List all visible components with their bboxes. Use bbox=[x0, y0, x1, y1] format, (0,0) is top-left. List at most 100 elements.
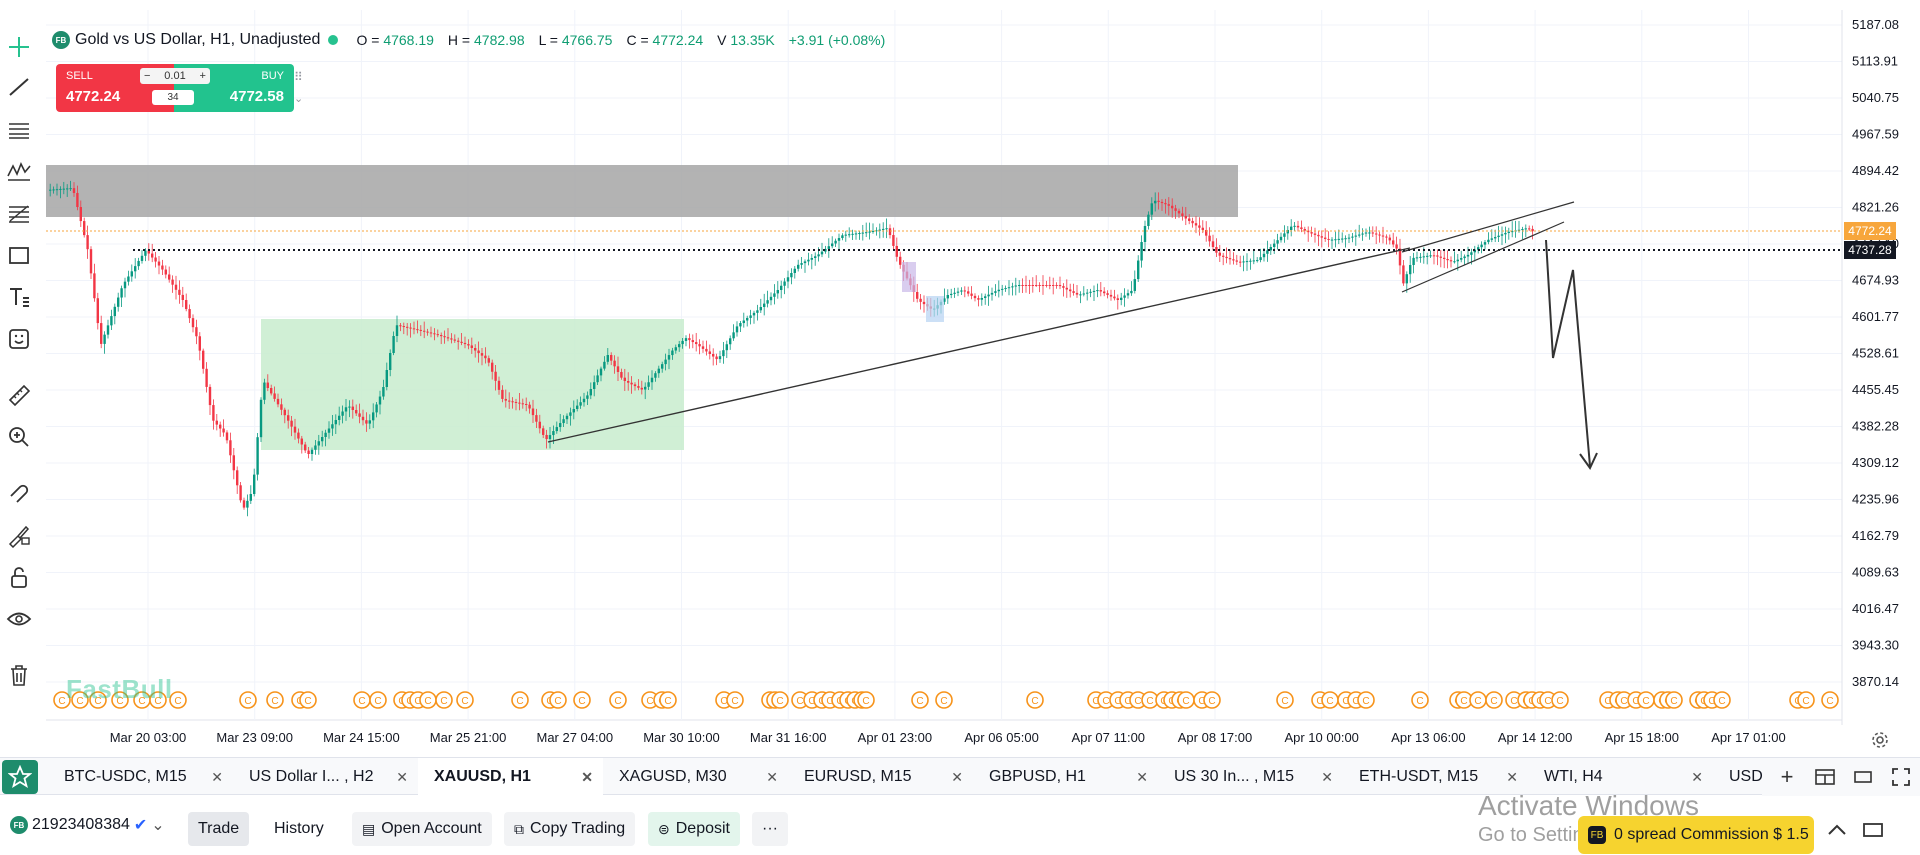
event-marker-icon[interactable] bbox=[1821, 691, 1839, 709]
crosshair-icon[interactable] bbox=[4, 32, 34, 62]
open-account-button[interactable]: ▤ Open Account bbox=[352, 812, 492, 846]
close-icon[interactable]: ✕ bbox=[211, 768, 223, 785]
event-marker-icon[interactable] bbox=[1026, 691, 1044, 709]
event-marker-icon[interactable] bbox=[911, 691, 929, 709]
trash-icon[interactable] bbox=[4, 660, 34, 690]
trendline[interactable] bbox=[547, 247, 1411, 443]
close-icon[interactable]: ✕ bbox=[1321, 768, 1333, 785]
chevron-up-icon[interactable] bbox=[1826, 822, 1848, 843]
favorites-star-icon[interactable] bbox=[2, 760, 38, 794]
magnet-icon[interactable] bbox=[4, 478, 34, 508]
close-icon[interactable]: ✕ bbox=[1506, 768, 1518, 785]
quantity-value[interactable]: 0.01 bbox=[164, 70, 186, 82]
projection-path[interactable] bbox=[1545, 239, 1591, 467]
event-marker-icon[interactable] bbox=[609, 691, 627, 709]
event-marker-icon[interactable] bbox=[71, 691, 89, 709]
tab-wti[interactable]: WTI, H4 ✕ bbox=[1544, 768, 1703, 785]
event-marker-icon[interactable] bbox=[857, 691, 875, 709]
event-marker-icon[interactable] bbox=[299, 691, 317, 709]
event-marker-icon[interactable] bbox=[169, 691, 187, 709]
chevron-down-icon[interactable]: ⌄ bbox=[294, 93, 304, 105]
price-tick-label: 4309.12 bbox=[1852, 455, 1899, 470]
eye-icon[interactable] bbox=[4, 604, 34, 634]
event-marker-icon[interactable] bbox=[111, 691, 129, 709]
tab-btc-usdc[interactable]: BTC-USDC, M15 ✕ bbox=[64, 768, 223, 785]
copy-trading-button[interactable]: ⧉ Copy Trading bbox=[504, 812, 636, 846]
event-marker-icon[interactable] bbox=[1357, 691, 1375, 709]
brush-lock-icon[interactable] bbox=[4, 520, 34, 550]
candle-body bbox=[205, 368, 208, 387]
chevron-down-icon[interactable]: ⌄ bbox=[151, 817, 165, 834]
tab-xagusd[interactable]: XAGUSD, M30 ✕ bbox=[619, 768, 778, 785]
close-icon[interactable]: ✕ bbox=[396, 768, 408, 785]
event-marker-icon[interactable] bbox=[1665, 691, 1683, 709]
deposit-button[interactable]: ⊜ Deposit bbox=[648, 812, 740, 846]
close-icon[interactable]: ✕ bbox=[1136, 768, 1148, 785]
event-marker-icon[interactable] bbox=[935, 691, 953, 709]
tab-eurusd[interactable]: EURUSD, M15 ✕ bbox=[804, 768, 963, 785]
symbol-title[interactable]: Gold vs US Dollar, H1, Unadjusted bbox=[75, 31, 321, 48]
gear-icon[interactable] bbox=[1868, 728, 1892, 752]
close-icon[interactable]: ✕ bbox=[1691, 768, 1703, 785]
trade-tab[interactable]: Trade bbox=[188, 812, 250, 846]
event-marker-icon[interactable] bbox=[1797, 691, 1815, 709]
quantity-stepper[interactable]: − 0.01 + bbox=[140, 68, 210, 84]
rectangle-tool-icon[interactable] bbox=[4, 240, 34, 270]
emoji-tool-icon[interactable] bbox=[4, 324, 34, 354]
tab-us30[interactable]: US 30 In... , M15 ✕ bbox=[1174, 768, 1333, 785]
event-marker-icon[interactable] bbox=[726, 691, 744, 709]
event-marker-icon[interactable] bbox=[266, 691, 284, 709]
event-marker-icon[interactable] bbox=[1276, 691, 1294, 709]
event-marker-icon[interactable] bbox=[1411, 691, 1429, 709]
event-marker-icon[interactable] bbox=[549, 691, 567, 709]
account-selector[interactable]: FB 21923408384 ✔ ⌄ bbox=[10, 808, 165, 842]
promo-banner[interactable]: FB 0 spread Commission $ 1.5 bbox=[1578, 816, 1814, 854]
event-marker-icon[interactable] bbox=[1551, 691, 1569, 709]
event-marker-icon[interactable] bbox=[511, 691, 529, 709]
event-marker-icon[interactable] bbox=[89, 691, 107, 709]
close-icon[interactable]: ✕ bbox=[581, 768, 593, 785]
event-marker-icon[interactable] bbox=[1485, 691, 1503, 709]
event-marker-icon[interactable] bbox=[53, 691, 71, 709]
event-marker-icon[interactable] bbox=[1203, 691, 1221, 709]
tab-eth-usdt[interactable]: ETH-USDT, M15 ✕ bbox=[1359, 768, 1518, 785]
event-marker-icon[interactable] bbox=[369, 691, 387, 709]
lock-icon[interactable] bbox=[4, 562, 34, 592]
trendline-tool-icon[interactable] bbox=[4, 72, 34, 102]
ruler-icon[interactable] bbox=[4, 380, 34, 410]
tab-usd[interactable]: USD bbox=[1729, 768, 1763, 785]
tab-us-dollar-index[interactable]: US Dollar I... , H2 ✕ bbox=[249, 768, 408, 785]
fullscreen-icon[interactable] bbox=[1882, 768, 1920, 786]
minus-icon[interactable]: − bbox=[144, 70, 151, 82]
wedge-lower-line[interactable] bbox=[1401, 221, 1565, 293]
event-marker-icon[interactable] bbox=[435, 691, 453, 709]
event-marker-icon[interactable] bbox=[149, 691, 167, 709]
window-icon[interactable] bbox=[1862, 822, 1884, 843]
text-tool-icon[interactable] bbox=[4, 282, 34, 312]
fib-tool-icon[interactable] bbox=[4, 198, 34, 228]
wedge-upper-line[interactable] bbox=[1401, 201, 1575, 253]
event-marker-icon[interactable] bbox=[573, 691, 591, 709]
plus-icon[interactable]: + bbox=[199, 70, 206, 82]
tab-gbpusd[interactable]: GBPUSD, H1 ✕ bbox=[989, 768, 1148, 785]
event-marker-icon[interactable] bbox=[239, 691, 257, 709]
pattern-tool-icon[interactable] bbox=[4, 156, 34, 186]
drag-handle-icon[interactable]: ⠿ bbox=[294, 70, 303, 84]
tab-xauusd[interactable]: XAUUSD, H1 ✕ bbox=[418, 758, 603, 796]
add-tab-icon[interactable]: + bbox=[1780, 764, 1794, 789]
event-marker-icon[interactable] bbox=[1713, 691, 1731, 709]
window-icon[interactable] bbox=[1844, 770, 1882, 784]
more-button[interactable]: ··· bbox=[752, 812, 788, 846]
event-marker-icon[interactable] bbox=[456, 691, 474, 709]
event-marker-icon[interactable] bbox=[659, 691, 677, 709]
layout-icon[interactable] bbox=[1806, 769, 1844, 785]
event-marker-icon[interactable] bbox=[771, 691, 789, 709]
close-icon[interactable]: ✕ bbox=[951, 768, 963, 785]
horizontal-lines-icon[interactable] bbox=[4, 114, 34, 144]
history-tab[interactable]: History bbox=[274, 820, 324, 837]
close-icon[interactable]: ✕ bbox=[766, 768, 778, 785]
gray-supply-zone[interactable] bbox=[46, 165, 1238, 217]
green-demand-zone[interactable] bbox=[261, 319, 684, 450]
zoom-in-icon[interactable] bbox=[4, 422, 34, 452]
